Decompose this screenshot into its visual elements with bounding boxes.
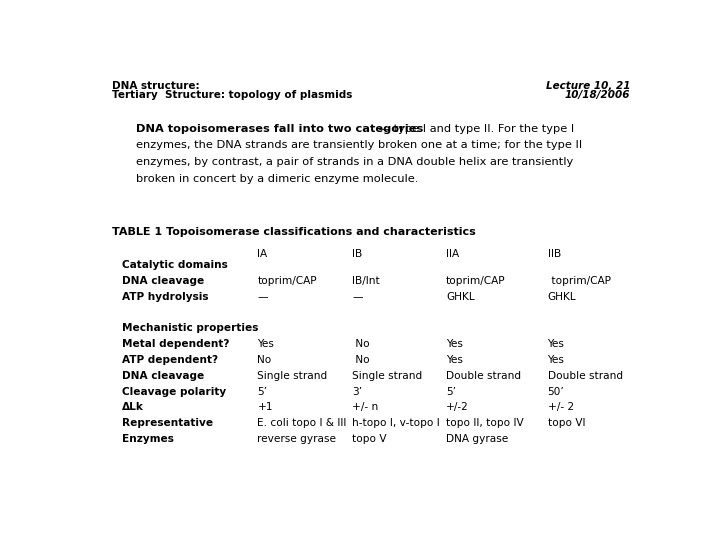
Text: h-topo I, v-topo I: h-topo I, v-topo I (352, 418, 440, 428)
Text: 50’: 50’ (547, 387, 564, 396)
Text: Double strand: Double strand (547, 371, 623, 381)
Text: Single strand: Single strand (352, 371, 423, 381)
Text: IB: IB (352, 248, 362, 259)
Text: +1: +1 (258, 402, 273, 413)
Text: toprim/CAP: toprim/CAP (446, 276, 505, 286)
Text: toprim/CAP: toprim/CAP (547, 276, 611, 286)
Text: Metal dependent?: Metal dependent? (122, 339, 230, 349)
Text: —: — (352, 292, 363, 302)
Text: GHKL: GHKL (446, 292, 474, 302)
Text: IIA: IIA (446, 248, 459, 259)
Text: 5’: 5’ (446, 387, 456, 396)
Text: GHKL: GHKL (547, 292, 576, 302)
Text: — type I and type II. For the type I: — type I and type II. For the type I (374, 124, 574, 134)
Text: +/- n: +/- n (352, 402, 379, 413)
Text: Tertiary  Structure: topology of plasmids: Tertiary Structure: topology of plasmids (112, 90, 353, 100)
Text: topo VI: topo VI (547, 418, 585, 428)
Text: IB/Int: IB/Int (352, 276, 380, 286)
Text: DNA topoisomerases fall into two categories: DNA topoisomerases fall into two categor… (136, 124, 423, 134)
Text: +/-2: +/-2 (446, 402, 469, 413)
Text: Yes: Yes (258, 339, 274, 349)
Text: Yes: Yes (547, 339, 564, 349)
Text: 5’: 5’ (258, 387, 267, 396)
Text: reverse gyrase: reverse gyrase (258, 434, 336, 444)
Text: Double strand: Double strand (446, 371, 521, 381)
Text: enzymes, the DNA strands are transiently broken one at a time; for the type II: enzymes, the DNA strands are transiently… (136, 140, 582, 151)
Text: Single strand: Single strand (258, 371, 328, 381)
Text: Yes: Yes (446, 355, 463, 365)
Text: enzymes, by contrast, a pair of strands in a DNA double helix are transiently: enzymes, by contrast, a pair of strands … (136, 157, 573, 167)
Text: +/- 2: +/- 2 (547, 402, 574, 413)
Text: DNA cleavage: DNA cleavage (122, 276, 204, 286)
Text: IA: IA (258, 248, 268, 259)
Text: No: No (258, 355, 271, 365)
Text: TABLE 1 Topoisomerase classifications and characteristics: TABLE 1 Topoisomerase classifications an… (112, 227, 476, 237)
Text: Mechanistic properties: Mechanistic properties (122, 323, 258, 333)
Text: E. coli topo I & III: E. coli topo I & III (258, 418, 347, 428)
Text: No: No (352, 339, 370, 349)
Text: DNA cleavage: DNA cleavage (122, 371, 204, 381)
Text: IIB: IIB (547, 248, 561, 259)
Text: —: — (258, 292, 268, 302)
Text: broken in concert by a dimeric enzyme molecule.: broken in concert by a dimeric enzyme mo… (136, 174, 418, 184)
Text: toprim/CAP: toprim/CAP (258, 276, 317, 286)
Text: ATP dependent?: ATP dependent? (122, 355, 218, 365)
Text: topo V: topo V (352, 434, 387, 444)
Text: Enzymes: Enzymes (122, 434, 174, 444)
Text: Cleavage polarity: Cleavage polarity (122, 387, 227, 396)
Text: Yes: Yes (446, 339, 463, 349)
Text: Lecture 10, 21: Lecture 10, 21 (546, 80, 630, 91)
Text: DNA structure:: DNA structure: (112, 80, 200, 91)
Text: 3’: 3’ (352, 387, 362, 396)
Text: DNA gyrase: DNA gyrase (446, 434, 508, 444)
Text: Catalytic domains: Catalytic domains (122, 260, 228, 270)
Text: ATP hydrolysis: ATP hydrolysis (122, 292, 209, 302)
Text: ΔLk: ΔLk (122, 402, 144, 413)
Text: 10/18/2006: 10/18/2006 (564, 90, 630, 100)
Text: Yes: Yes (547, 355, 564, 365)
Text: Representative: Representative (122, 418, 214, 428)
Text: topo II, topo IV: topo II, topo IV (446, 418, 523, 428)
Text: No: No (352, 355, 370, 365)
